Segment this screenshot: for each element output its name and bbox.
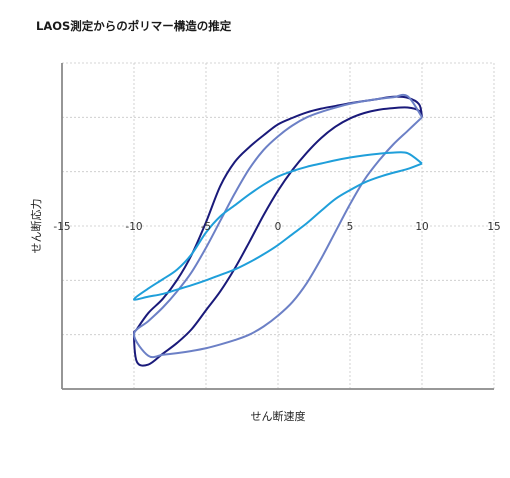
y-axis-label: せん断応力 [29,199,43,254]
x-tick-label: -15 [53,221,70,233]
axes [61,63,494,390]
x-tick-label: -10 [125,221,142,233]
x-tick-label: 5 [347,221,354,233]
x-tick-labels: -15 -10 -5 0 5 10 15 [53,221,500,233]
x-tick-label: 10 [415,221,428,233]
x-tick-label: 15 [487,221,500,233]
series-group [133,93,423,367]
x-tick-label: 0 [275,221,282,233]
x-tick-label: -5 [201,221,211,233]
chart-title: LAOS測定からのポリマー構造の推定 [36,19,232,33]
x-axis-label: せん断速度 [251,409,306,423]
series-line-3 [133,151,423,301]
series-line-2 [133,93,423,359]
